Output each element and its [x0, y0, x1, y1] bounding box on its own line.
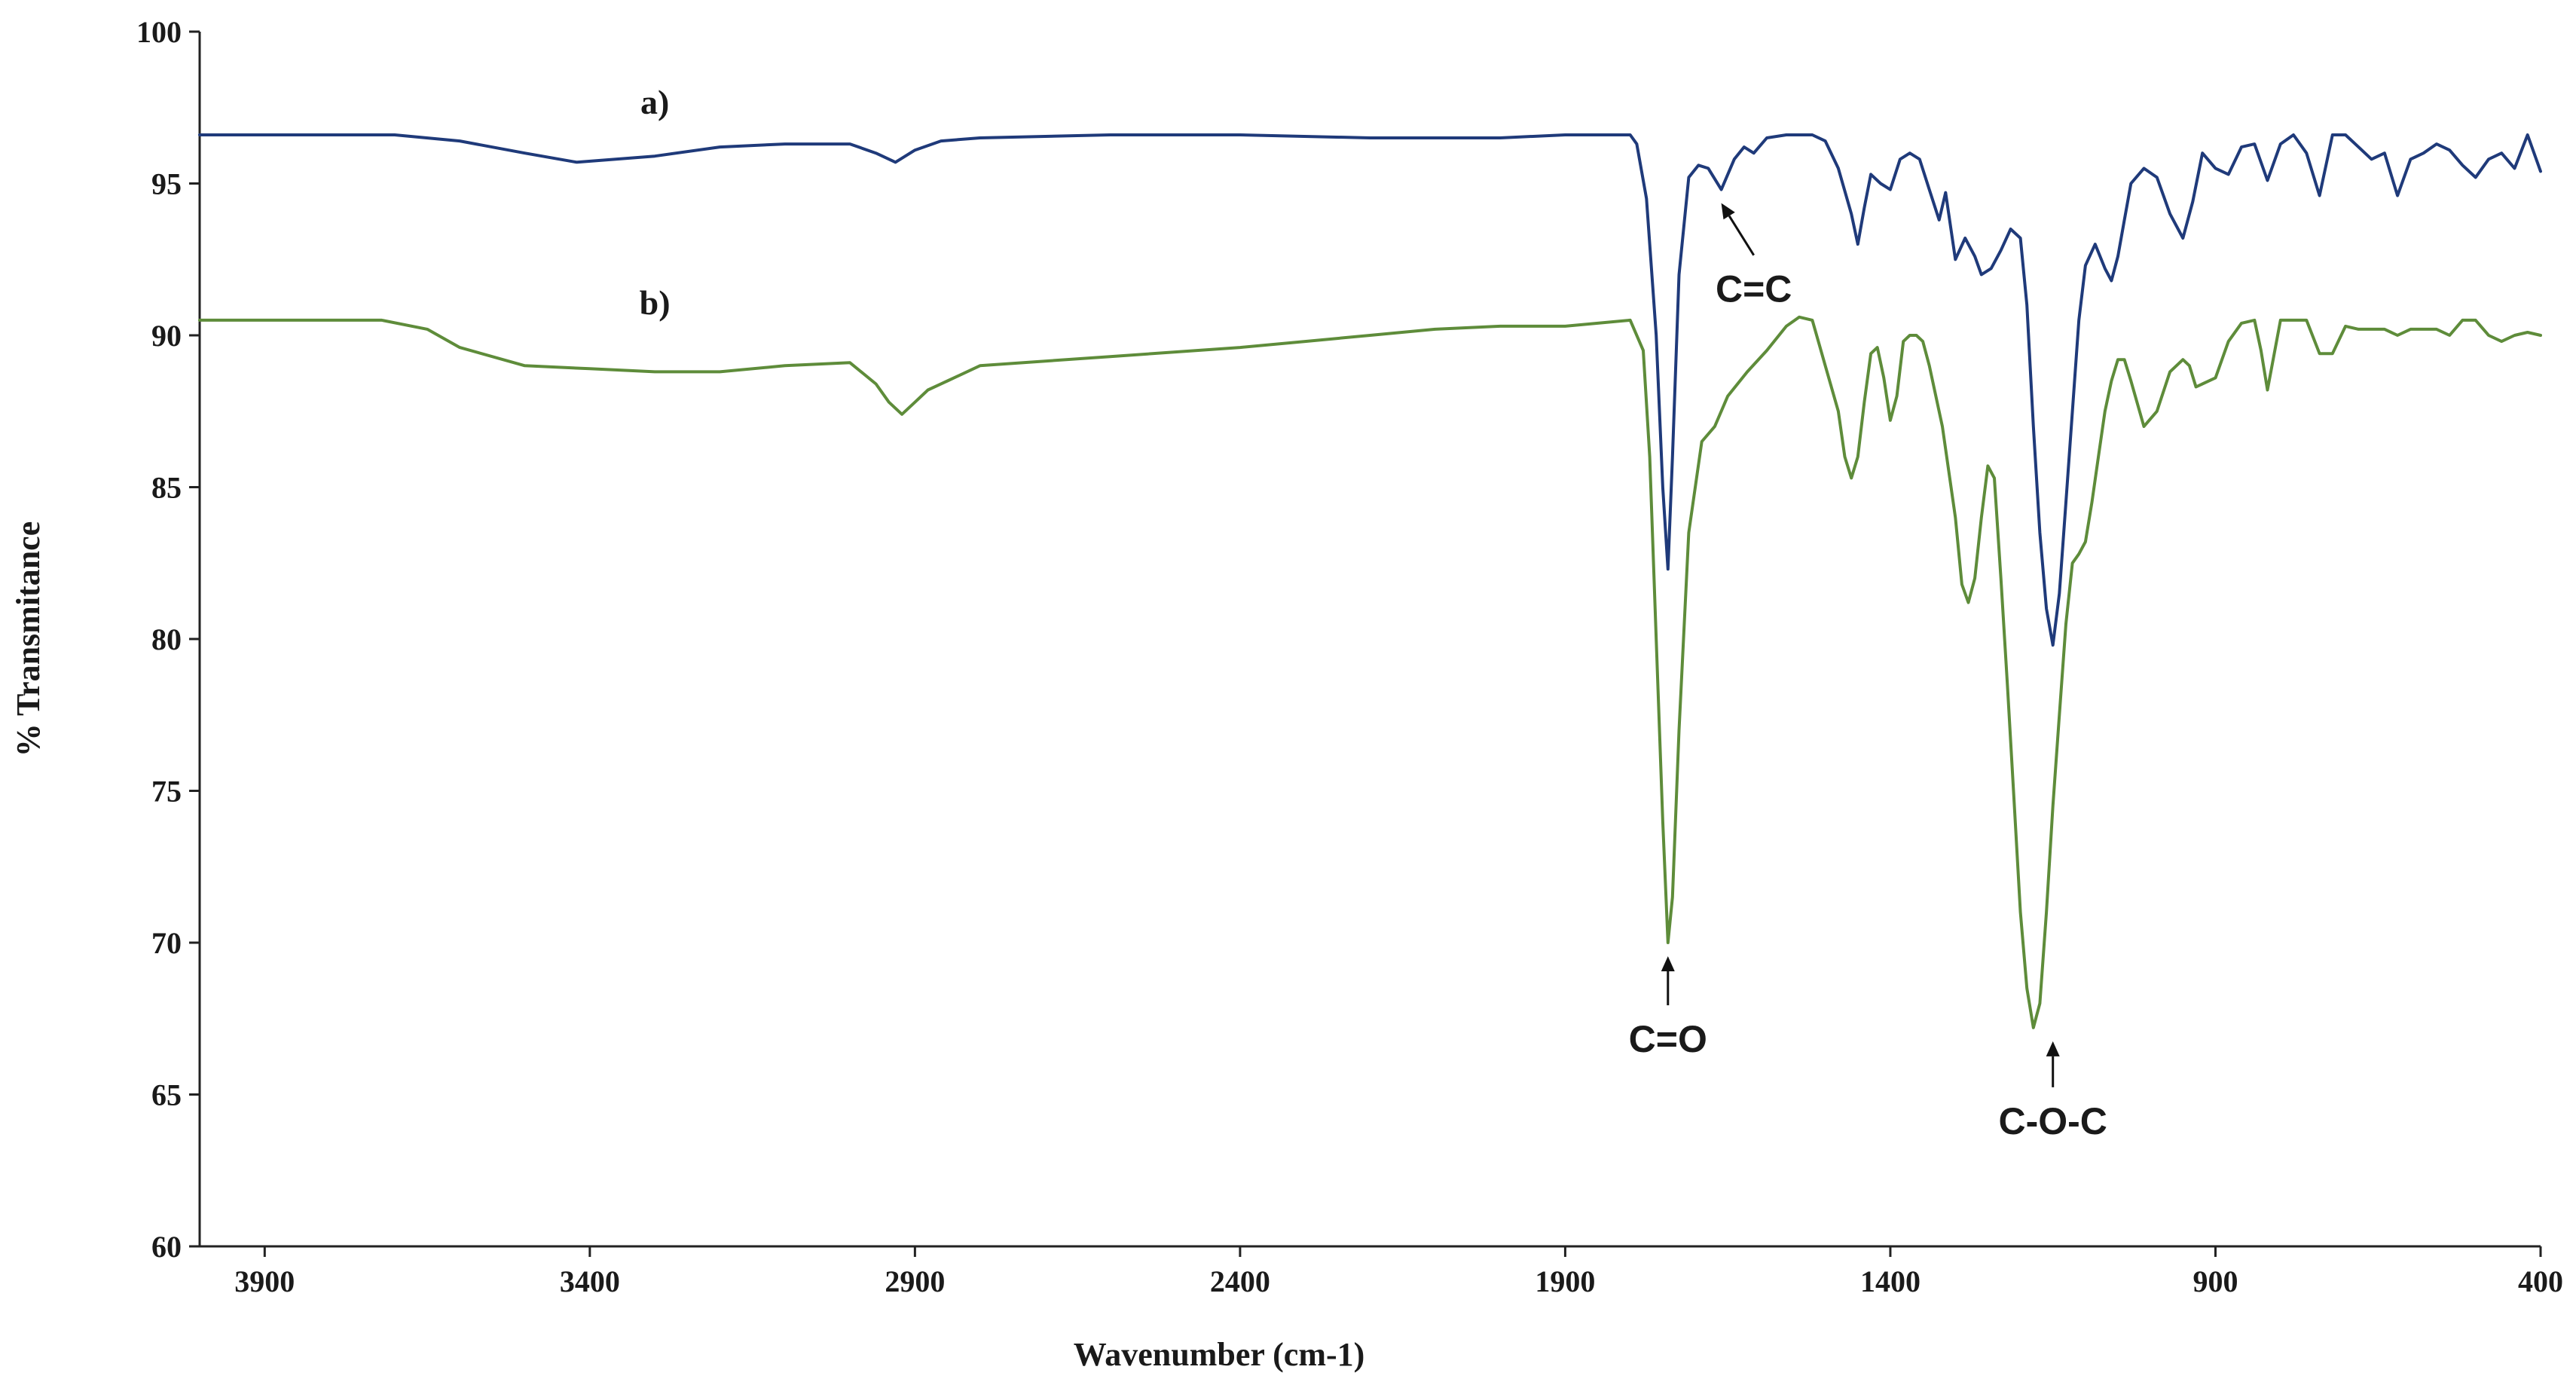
x-axis-ticks: 3900 3400 2900 2400 1900 1400 900 400: [234, 1246, 2563, 1298]
y-tick-label: 90: [151, 319, 182, 353]
x-tick-label: 1900: [1535, 1264, 1595, 1298]
annotation-arrow-head: [2046, 1041, 2060, 1056]
x-tick-label: 1400: [1860, 1264, 1921, 1298]
y-tick-label: 60: [151, 1230, 182, 1264]
y-tick-label: 75: [151, 775, 182, 809]
y-tick-label: 95: [151, 167, 182, 201]
y-tick-label: 85: [151, 471, 182, 505]
y-tick-label: 65: [151, 1078, 182, 1112]
y-tick-label: 80: [151, 622, 182, 656]
annotation-arrow-head: [1661, 956, 1675, 971]
y-tick-label: 70: [151, 926, 182, 960]
peak-annotation-label: C-O-C: [1998, 1100, 2107, 1142]
annotation-arrow-shaft: [1728, 215, 1755, 256]
peak-annotations: C=C C=O C-O-C: [1629, 203, 2107, 1142]
x-tick-label: 400: [2518, 1264, 2563, 1298]
x-tick-label: 3900: [234, 1264, 295, 1298]
y-tick-label: 100: [136, 15, 182, 49]
series-labels: a) b): [640, 83, 671, 322]
series-label: a): [640, 83, 669, 121]
series-line-b: [198, 315, 2542, 1029]
peak-annotation-label: C=O: [1629, 1018, 1707, 1060]
peak-annotation-label: C=C: [1716, 268, 1792, 310]
series-line-a: [198, 133, 2542, 647]
x-tick-label: 2900: [885, 1264, 945, 1298]
x-tick-label: 2400: [1210, 1264, 1270, 1298]
series-label: b): [640, 283, 671, 322]
x-tick-label: 3400: [560, 1264, 620, 1298]
series-layer: [198, 133, 2542, 1029]
annotation-arrow-head: [1721, 203, 1735, 220]
y-axis-title: % Transmitance: [10, 521, 47, 757]
y-axis-ticks: 60 65 70 75 80 85 90 95 100: [136, 15, 200, 1264]
x-tick-label: 900: [2193, 1264, 2238, 1298]
x-axis-title: Wavenumber (cm-1): [1074, 1336, 1365, 1373]
